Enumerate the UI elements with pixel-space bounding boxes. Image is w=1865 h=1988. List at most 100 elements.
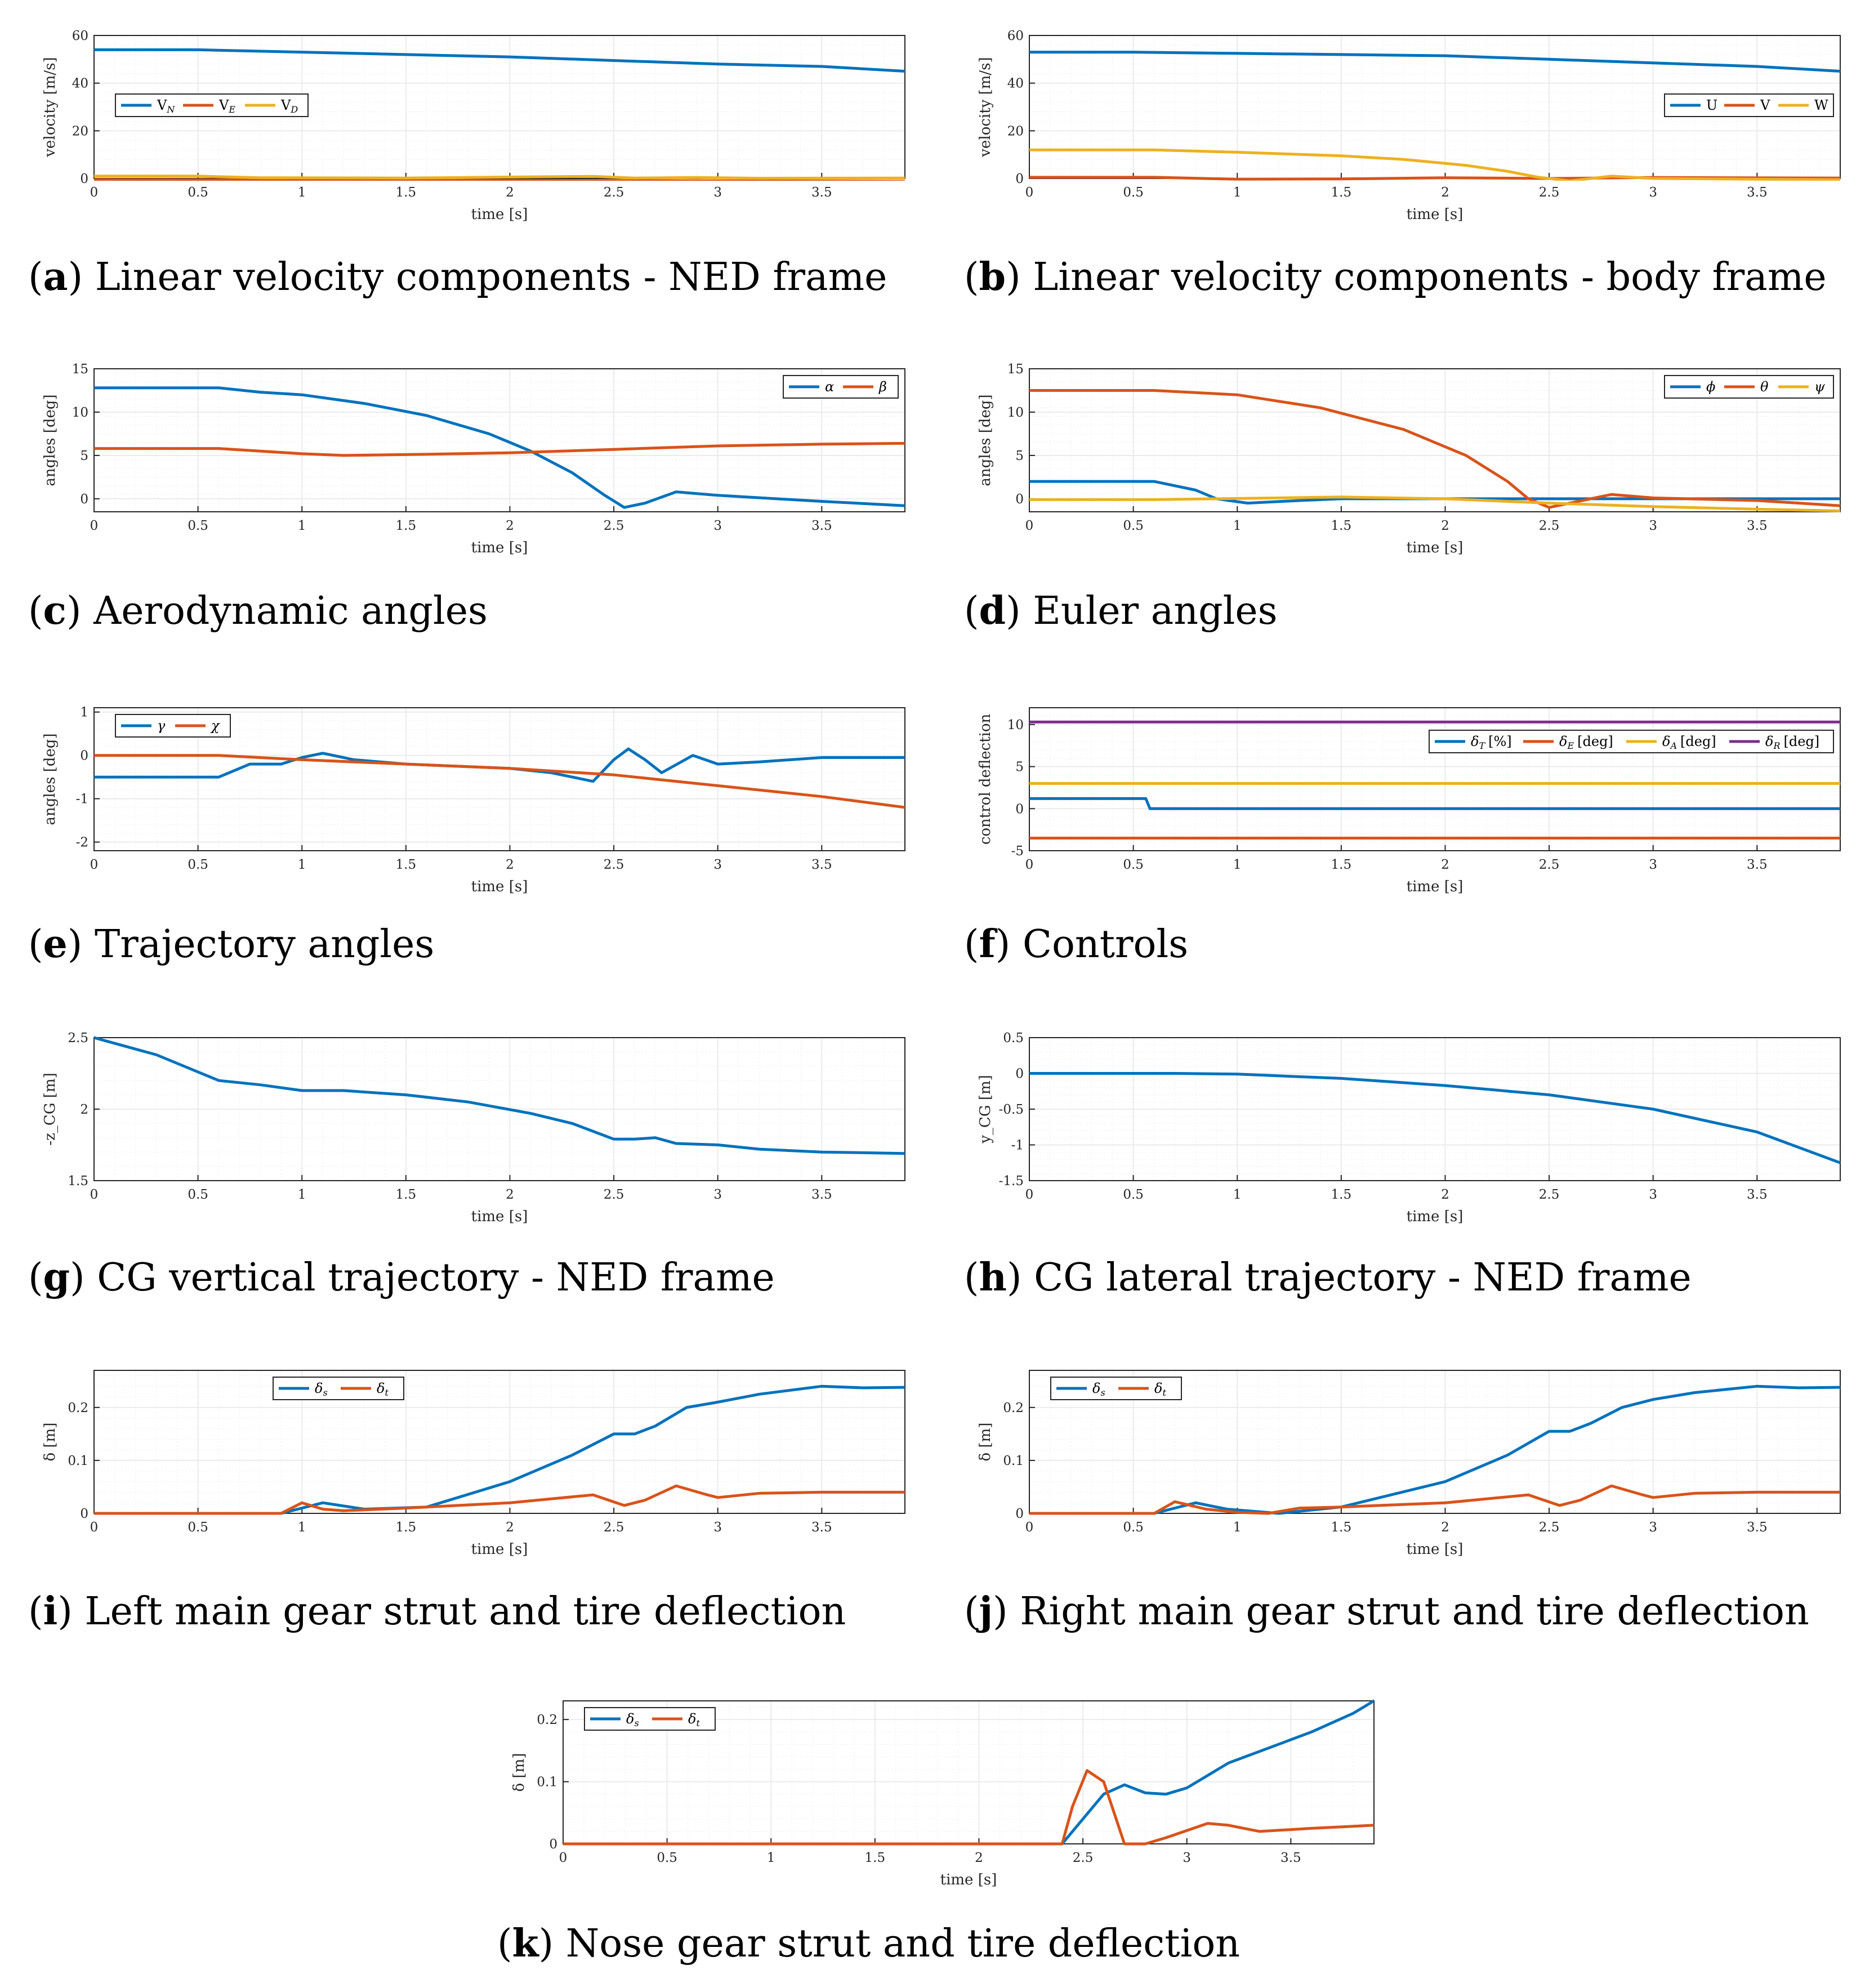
x-tick-label: 1 xyxy=(1233,857,1242,872)
legend-label-gamma: γ xyxy=(157,718,166,734)
x-tick-label: 3.5 xyxy=(811,857,832,872)
legend-label-delta_R: δR [deg] xyxy=(1765,734,1819,751)
x-tick-label: 0 xyxy=(1025,1187,1034,1202)
x-tick-label: 0.5 xyxy=(188,519,208,533)
y-tick-label: -5 xyxy=(1011,844,1024,859)
y-tick-label: 2.5 xyxy=(68,1031,88,1046)
legend-label-delta_s: δs xyxy=(626,1711,639,1728)
x-tick-label: 2.5 xyxy=(604,185,624,200)
y-tick-label: 1.5 xyxy=(68,1174,88,1189)
x-tick-label: 1.5 xyxy=(1331,857,1352,872)
chart-panel-h: 0 0.5 1 1.5 2 2.5 3 3.5 -1.5 -1 -0.5 0 0.5 time [s] y_… xyxy=(964,1031,1841,1300)
x-tick-label: 2.5 xyxy=(1539,519,1560,533)
y-axis-label: δ [m] xyxy=(511,1753,528,1792)
x-tick-label: 0 xyxy=(1025,1520,1034,1535)
y-tick-label: 10 xyxy=(1007,718,1024,732)
legend-label-phi: ϕ xyxy=(1706,379,1715,395)
series-line-delta_t xyxy=(94,1484,905,1515)
legend-label-V: V xyxy=(1760,97,1770,113)
x-tick-label: 3.5 xyxy=(811,1520,832,1535)
legend: δs δt xyxy=(1050,1377,1182,1400)
x-tick-label: 3.5 xyxy=(811,519,832,533)
x-tick-label: 1 xyxy=(1233,1187,1242,1202)
y-tick-label: 5 xyxy=(80,449,88,463)
x-tick-label: 3.5 xyxy=(1280,1851,1301,1865)
y-axis-label: velocity [m/s] xyxy=(42,57,59,157)
x-tick-label: 3 xyxy=(1183,1851,1191,1865)
y-axis-label: -z_CG [m] xyxy=(42,1073,59,1145)
chart-panel-g: 0 0.5 1 1.5 2 2.5 3 3.5 1.5 2 2.5 time [s] -z_CG [m]… xyxy=(28,1031,905,1300)
legend-label-theta: θ xyxy=(1760,379,1769,395)
x-tick-label: 0 xyxy=(90,519,99,533)
y-tick-label: 10 xyxy=(72,405,88,420)
x-tick-label: 0 xyxy=(90,857,99,872)
x-axis-label: time [s] xyxy=(1407,539,1464,556)
y-tick-label: 40 xyxy=(1007,77,1024,91)
y-tick-label: 60 xyxy=(1007,29,1024,43)
series-line-theta xyxy=(1029,389,1840,509)
legend-box xyxy=(273,1377,404,1400)
x-tick-label: 2 xyxy=(975,1851,983,1865)
legend: U V W xyxy=(1664,93,1834,117)
series-line-beta xyxy=(94,441,905,457)
y-tick-label: 0 xyxy=(1015,1507,1024,1521)
x-axis-label: time [s] xyxy=(940,1871,997,1888)
caption-a: (a) Linear velocity components - NED fra… xyxy=(28,254,887,300)
x-tick-label: 1.5 xyxy=(1331,1187,1352,1202)
x-tick-label: 1.5 xyxy=(396,185,417,200)
x-axis-label: time [s] xyxy=(1407,878,1464,895)
series-line-alpha xyxy=(94,386,905,509)
y-tick-label: 5 xyxy=(1015,449,1024,463)
y-tick-label: 0 xyxy=(80,172,88,186)
x-tick-label: 1 xyxy=(298,185,306,200)
y-axis-label: velocity [m/s] xyxy=(977,57,994,157)
chart-panel-a: 0 0.5 1 1.5 2 2.5 3 3.5 0 20 40 60 time [s] velocity … xyxy=(28,29,905,300)
axes-box xyxy=(1029,1370,1841,1514)
x-tick-label: 1.5 xyxy=(396,1187,417,1202)
y-tick-label: 15 xyxy=(1007,362,1024,377)
x-tick-label: 0.5 xyxy=(657,1851,677,1865)
y-tick-label: -0.5 xyxy=(999,1102,1024,1117)
x-tick-label: 3.5 xyxy=(1747,1187,1768,1202)
x-tick-label: 2.5 xyxy=(1073,1851,1094,1865)
series-line-chi xyxy=(94,754,905,809)
x-tick-label: 2.5 xyxy=(1539,185,1560,200)
x-tick-label: 2 xyxy=(1441,185,1449,200)
x-tick-label: 2.5 xyxy=(604,519,624,533)
x-axis-label: time [s] xyxy=(471,878,528,895)
caption-h: (h) CG lateral trajectory - NED frame xyxy=(964,1255,1692,1300)
y-tick-label: 20 xyxy=(1007,124,1024,139)
x-tick-label: 0.5 xyxy=(188,185,208,200)
x-tick-label: 2 xyxy=(1441,519,1449,533)
x-tick-label: 2.5 xyxy=(604,1187,624,1202)
legend-label-chi: χ xyxy=(210,718,220,734)
x-tick-label: 0.5 xyxy=(1123,857,1144,872)
series-line-delta_s xyxy=(94,1384,905,1515)
y-tick-label: 0.1 xyxy=(1003,1454,1024,1468)
y-tick-label: 0 xyxy=(80,492,88,507)
x-tick-label: 1.5 xyxy=(396,1520,417,1535)
x-axis-label: time [s] xyxy=(1407,206,1464,223)
x-tick-label: 3 xyxy=(1649,519,1657,533)
series-line-delta_T xyxy=(1029,797,1840,810)
axes-box xyxy=(93,368,905,512)
series-line-y_CG xyxy=(1029,1072,1840,1164)
legend-label-delta_s: δs xyxy=(1092,1381,1105,1398)
x-tick-label: 1 xyxy=(298,1520,306,1535)
x-tick-label: 0 xyxy=(90,1520,99,1535)
x-tick-label: 0.5 xyxy=(1123,185,1144,200)
x-tick-label: 3.5 xyxy=(811,185,832,200)
y-tick-label: 1 xyxy=(80,705,88,720)
caption-d: (d) Euler angles xyxy=(964,588,1278,633)
y-tick-label: 20 xyxy=(72,124,88,139)
series-line-V_D xyxy=(94,175,905,180)
x-tick-label: 1 xyxy=(1233,1520,1242,1535)
x-tick-label: 2 xyxy=(1441,1520,1449,1535)
y-tick-label: 0 xyxy=(1015,172,1024,186)
x-tick-label: 3.5 xyxy=(1747,857,1768,872)
axes-box xyxy=(1029,707,1841,851)
x-tick-label: 3.5 xyxy=(811,1187,832,1202)
legend: δT [%] δE [deg] δA [deg] δR [deg] xyxy=(1429,730,1834,753)
series-line-phi xyxy=(1029,480,1840,505)
